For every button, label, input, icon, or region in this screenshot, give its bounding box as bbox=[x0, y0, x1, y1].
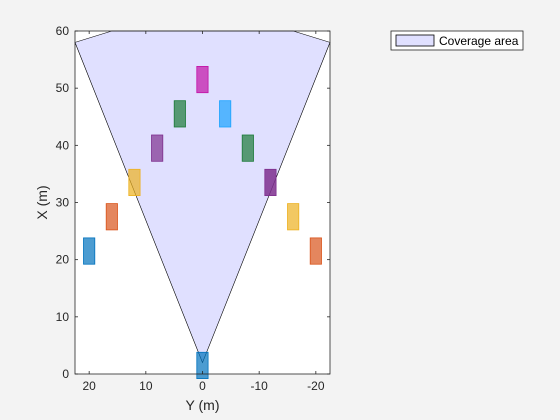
vehicle-12 bbox=[309, 237, 322, 265]
legend-swatch-coverage bbox=[395, 34, 435, 47]
vehicle-7 bbox=[196, 66, 209, 94]
y-tick-label: 30 bbox=[56, 196, 70, 210]
vehicle-3 bbox=[105, 203, 118, 231]
vehicle-9 bbox=[241, 134, 254, 162]
x-tick-label: -20 bbox=[307, 379, 325, 393]
y-tick-label: 60 bbox=[56, 24, 70, 38]
y-axis-label: X (m) bbox=[34, 185, 50, 219]
tick-layer: 20 10 0 -10 -20 0 10 20 30 40 50 60 bbox=[56, 24, 330, 393]
vehicle-11 bbox=[287, 203, 300, 231]
y-tick-label: 40 bbox=[56, 138, 70, 152]
x-tick-label: 10 bbox=[139, 379, 153, 393]
y-tick-label: 10 bbox=[56, 310, 70, 324]
y-tick-label: 20 bbox=[56, 253, 70, 267]
x-tick-label: 0 bbox=[199, 379, 206, 393]
vehicle-10 bbox=[264, 168, 277, 197]
vehicle-8 bbox=[219, 100, 232, 128]
y-tick-label: 0 bbox=[62, 367, 69, 381]
y-tick-label: 50 bbox=[56, 81, 70, 95]
vehicle-1 bbox=[196, 351, 209, 379]
vehicle-4 bbox=[128, 168, 141, 197]
series-layer bbox=[74, 30, 331, 379]
vehicle-2 bbox=[83, 237, 96, 265]
vehicle-5 bbox=[151, 134, 164, 162]
x-axis-label: Y (m) bbox=[186, 397, 220, 413]
legend-label-coverage: Coverage area bbox=[439, 34, 519, 48]
vehicle-6 bbox=[173, 100, 186, 128]
x-tick-label: -10 bbox=[250, 379, 268, 393]
legend: Coverage area bbox=[390, 30, 524, 51]
x-tick-label: 20 bbox=[82, 379, 96, 393]
